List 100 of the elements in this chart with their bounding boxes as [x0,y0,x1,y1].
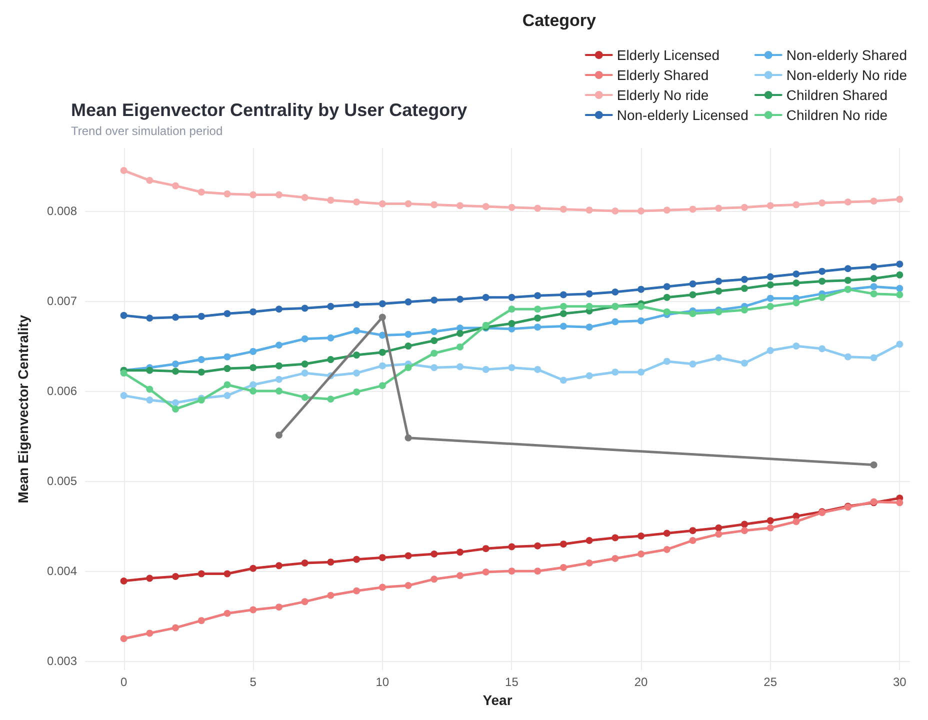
point [638,302,645,310]
x-axis-title: Year [482,692,513,708]
point [378,554,386,562]
point [404,364,412,372]
point [870,290,878,298]
x-tick-label: 20 [634,675,648,690]
point [689,206,696,213]
point [612,288,619,296]
point [612,534,619,542]
point [870,283,878,290]
point [689,310,696,318]
point [250,191,257,198]
point [146,396,154,404]
point [250,388,257,395]
point [534,306,542,313]
point [146,630,154,637]
point [663,294,670,301]
point [172,399,180,406]
point [275,362,282,370]
point [508,306,516,313]
x-tick-label: 5 [250,675,257,690]
point [689,360,696,368]
point [301,394,308,401]
point [172,368,180,375]
point [818,268,826,275]
point [534,324,542,331]
point [327,356,334,364]
point [327,592,334,599]
point [663,358,670,365]
point [404,434,412,442]
point [378,362,386,370]
point [353,587,360,594]
point [327,196,334,204]
point [534,542,542,550]
point [250,348,257,355]
point [560,291,567,298]
point [224,365,231,372]
x-tick-label: 0 [120,675,128,690]
point [430,296,438,304]
point [638,550,645,558]
legend-label: Children No ride [786,107,888,123]
point [120,370,128,377]
legend-title: Category [522,11,597,30]
point [508,320,516,328]
point [404,582,412,589]
point [586,206,593,214]
point [146,386,154,393]
point [198,617,205,624]
point [250,606,257,614]
legend-label: Non-elderly Licensed [616,107,748,123]
point [844,265,852,272]
point [663,206,670,214]
point [378,300,386,308]
legend-label: Elderly No ride [616,87,709,103]
point [250,364,257,372]
point [353,301,360,308]
x-tick-label: 25 [764,675,778,690]
point [120,577,128,584]
point [327,396,334,403]
point [689,527,696,534]
point [198,188,205,196]
point [353,556,360,563]
point [250,381,257,388]
point [586,559,593,566]
point [740,306,748,314]
point [275,376,282,383]
point [870,354,878,362]
point [430,550,438,558]
point [870,275,878,282]
point [456,548,464,556]
legend-label: Children Shared [786,87,888,103]
point [146,574,154,582]
point [740,284,748,292]
point [534,366,542,373]
point [896,499,904,506]
point [534,314,542,322]
point [456,363,464,370]
point [120,392,128,400]
point [404,552,412,560]
point [327,302,334,310]
point [430,328,438,336]
point [612,208,619,215]
point [818,345,826,352]
point [663,308,670,316]
point [612,368,619,376]
point [404,298,412,306]
x-tick-label: 15 [505,675,519,690]
point [120,167,128,174]
point [456,572,464,580]
point [404,200,412,208]
legend-label: Elderly Shared [616,67,709,83]
point [715,354,722,362]
point [896,340,904,348]
y-tick-label: 0.004 [46,564,78,578]
point [456,296,464,303]
point [818,199,826,206]
point [146,314,154,322]
point [172,406,180,413]
y-tick-label: 0.005 [46,474,78,488]
point [301,304,308,312]
